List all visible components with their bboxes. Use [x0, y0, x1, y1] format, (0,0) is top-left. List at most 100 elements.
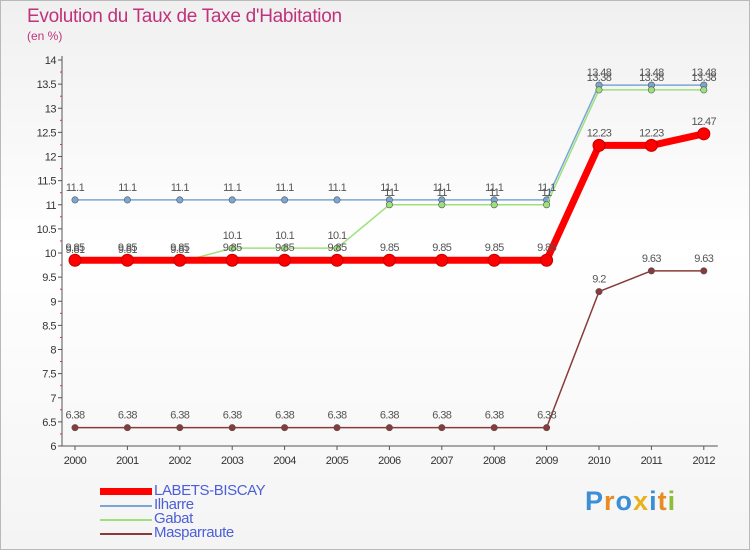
data-point — [330, 253, 344, 267]
data-label: 11 — [541, 187, 552, 199]
x-tick-label: 2009 — [535, 455, 558, 467]
data-label: 13.38 — [639, 72, 664, 84]
data-label: 13.48 — [639, 67, 664, 79]
x-tick-label: 2004 — [273, 455, 296, 467]
data-label: 11.1 — [66, 182, 85, 194]
data-label: 6.38 — [537, 410, 556, 422]
data-label: 10.1 — [223, 230, 242, 242]
legend-swatch — [100, 488, 152, 495]
data-label: 6.38 — [275, 410, 294, 422]
data-label: 12.47 — [692, 116, 717, 128]
data-label: 6.38 — [432, 410, 451, 422]
data-point — [281, 196, 289, 204]
legend-label: Ilharre — [154, 496, 194, 513]
logo-letter: r — [604, 486, 616, 516]
y-tick-label: 6 — [50, 441, 56, 453]
legend-swatch — [100, 505, 152, 507]
x-tick-label: 2012 — [693, 455, 716, 467]
legend-label: LABETS-BISCAY — [154, 482, 266, 499]
y-tick-label: 9 — [50, 296, 56, 308]
x-tick-label: 2008 — [483, 455, 506, 467]
x-tick-label: 2005 — [326, 455, 349, 467]
x-tick-label: 2000 — [64, 455, 87, 467]
data-point — [228, 196, 236, 204]
data-label: 11.1 — [118, 182, 137, 194]
data-label: 9.85 — [223, 242, 242, 254]
data-point — [281, 424, 289, 432]
data-label: 12.23 — [587, 127, 612, 139]
proxiti-logo: Proxiti — [585, 486, 676, 517]
data-label: 11.1 — [328, 182, 347, 194]
data-label: 9.85 — [485, 242, 504, 254]
data-label: 12.23 — [639, 127, 664, 139]
data-point — [595, 86, 603, 94]
data-point — [487, 253, 501, 267]
data-point — [228, 244, 236, 252]
x-tick-label: 2007 — [431, 455, 454, 467]
data-label: 9.2 — [592, 274, 606, 286]
data-point — [697, 127, 711, 141]
data-point — [123, 196, 131, 204]
data-label: 9.85 — [327, 242, 346, 254]
data-label: 9.85 — [65, 242, 84, 254]
data-point — [385, 201, 393, 209]
data-label: 13.38 — [587, 72, 612, 84]
data-label: 13.48 — [587, 67, 612, 79]
y-tick-label: 10 — [45, 248, 57, 260]
data-point — [647, 86, 655, 94]
legend-label: Masparraute — [154, 524, 234, 541]
data-point — [438, 201, 446, 209]
data-label: 9.81 — [170, 244, 189, 256]
chart-unit: (en %) — [27, 29, 63, 43]
data-label: 13.38 — [692, 72, 717, 84]
y-tick-label: 9.5 — [42, 272, 56, 284]
x-tick-label: 2011 — [641, 455, 663, 467]
logo-letter: x — [633, 486, 650, 516]
data-label: 9.85 — [170, 242, 189, 254]
data-label: 11.1 — [223, 182, 242, 194]
data-point — [647, 267, 655, 275]
data-point — [644, 138, 658, 152]
data-point — [278, 253, 292, 267]
data-point — [700, 267, 708, 275]
y-tick-label: 13 — [45, 103, 57, 115]
data-point — [228, 424, 236, 432]
data-point — [71, 196, 79, 204]
y-tick-label: 6.5 — [42, 417, 56, 429]
data-label: 13.48 — [692, 67, 717, 79]
x-tick-label: 2006 — [378, 455, 401, 467]
data-point — [281, 244, 289, 252]
data-label: 9.85 — [275, 242, 294, 254]
y-tick-label: 10.5 — [37, 224, 57, 236]
data-label: 11.1 — [433, 182, 452, 194]
legend-label: Gabat — [154, 510, 193, 527]
data-label: 11 — [384, 187, 395, 199]
data-point — [490, 424, 498, 432]
data-label: 9.85 — [118, 242, 137, 254]
y-tick-label: 11.5 — [37, 176, 56, 188]
y-tick-label: 8 — [50, 345, 56, 357]
data-label: 9.85 — [537, 242, 556, 254]
data-label: 9.63 — [642, 253, 661, 265]
data-point — [490, 201, 498, 209]
data-point — [540, 253, 554, 267]
legend-swatch — [100, 533, 152, 535]
data-point — [173, 253, 187, 267]
data-label: 6.38 — [485, 410, 504, 422]
data-point — [333, 424, 341, 432]
data-point — [123, 424, 131, 432]
y-tick-label: 12.5 — [37, 127, 57, 139]
data-point — [543, 201, 551, 209]
data-label: 6.38 — [327, 410, 346, 422]
data-label: 11 — [489, 187, 500, 199]
data-label: 9.85 — [432, 242, 451, 254]
data-point — [120, 253, 134, 267]
y-tick-label: 14 — [45, 55, 57, 67]
data-label: 9.81 — [65, 244, 84, 256]
data-label: 6.38 — [380, 410, 399, 422]
data-label: 11.1 — [485, 182, 504, 194]
y-tick-label: 8.5 — [42, 320, 56, 332]
series-line-masparraute — [74, 270, 705, 429]
data-label: 9.81 — [118, 244, 137, 256]
